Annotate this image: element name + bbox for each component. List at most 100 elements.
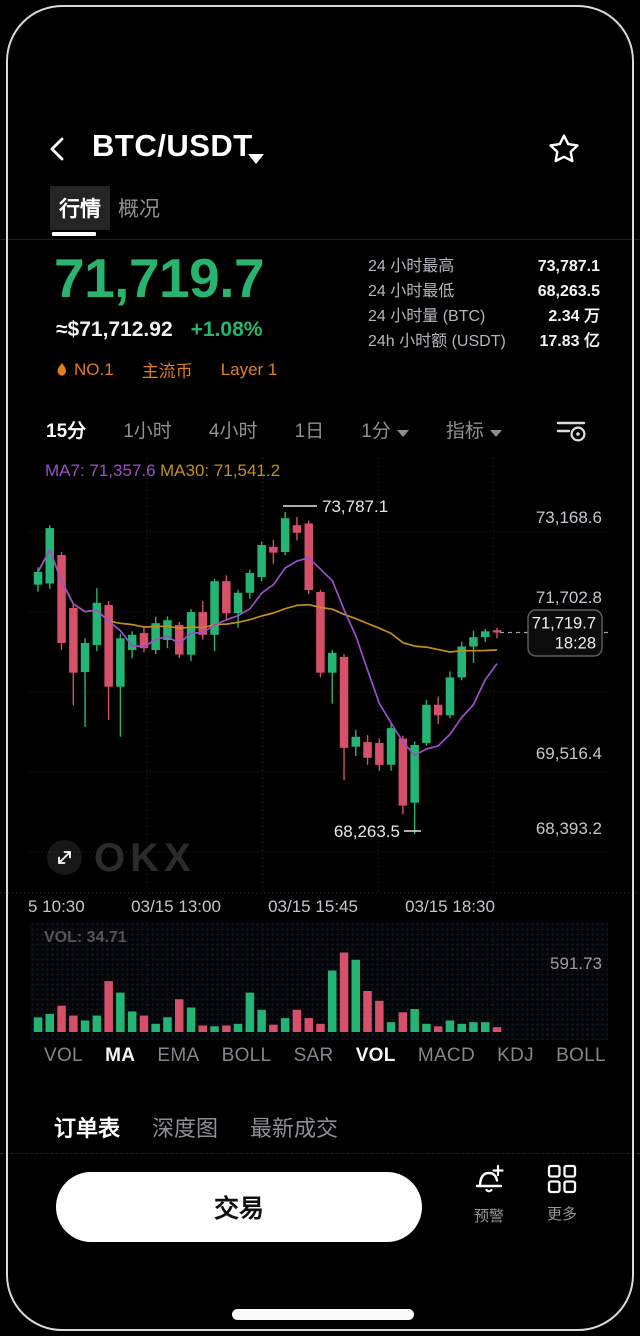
volume-bar bbox=[104, 981, 113, 1032]
chart-settings-icon bbox=[556, 421, 586, 442]
volume-bar bbox=[445, 1020, 455, 1032]
stat-row-turnover-usdt: 24h 小时额 (USDT) 17.83 亿 bbox=[368, 333, 600, 350]
flame-icon bbox=[57, 362, 66, 376]
stat-row-high: 24 小时最高 73,787.1 bbox=[368, 258, 600, 275]
more-button[interactable]: 更多 bbox=[536, 1164, 588, 1224]
trade-button[interactable]: 交易 bbox=[56, 1172, 422, 1242]
volume-bar bbox=[292, 1009, 302, 1032]
timeframe-more-dropdown[interactable]: 1分 bbox=[361, 416, 409, 443]
candle-body bbox=[492, 630, 502, 633]
candle-body bbox=[269, 546, 278, 553]
tag-layer1[interactable]: Layer 1 bbox=[220, 359, 278, 379]
volume-bar bbox=[422, 1023, 431, 1032]
candle-body bbox=[457, 646, 466, 678]
candle-body bbox=[386, 728, 396, 765]
candle-body bbox=[445, 677, 455, 716]
volume-bar bbox=[304, 1018, 313, 1032]
candle-body bbox=[422, 704, 431, 743]
indicator-dropdown[interactable]: 指标 bbox=[446, 416, 502, 443]
pair-dropdown-caret-icon[interactable] bbox=[248, 154, 264, 164]
last-price-tag[interactable] bbox=[527, 609, 603, 657]
pair-title[interactable]: BTC/USDT bbox=[92, 128, 253, 163]
indicator-vol2[interactable]: VOL bbox=[355, 1045, 396, 1066]
volume-bar bbox=[386, 1022, 396, 1032]
candle-body bbox=[469, 637, 478, 647]
candle-body bbox=[351, 736, 360, 747]
timeframe-1d[interactable]: 1日 bbox=[294, 421, 325, 442]
token-tags-row: NO.1 主流币 Layer 1 bbox=[56, 357, 277, 382]
volume-bar bbox=[410, 1009, 419, 1032]
ma7-line bbox=[37, 549, 498, 757]
volume-bar bbox=[328, 970, 337, 1032]
more-label: 更多 bbox=[546, 1206, 577, 1223]
candle-body bbox=[92, 602, 102, 646]
expand-chart-button[interactable] bbox=[47, 840, 82, 875]
stat-row-low: 24 小时最低 68,263.5 bbox=[368, 283, 600, 300]
ma7-legend: MA7: 71,357.6 bbox=[45, 461, 156, 480]
favorite-star-button[interactable] bbox=[547, 132, 581, 166]
volume-bar bbox=[257, 1009, 266, 1032]
chart-settings-button[interactable] bbox=[556, 418, 588, 444]
tab-overview[interactable]: 概况 bbox=[118, 198, 160, 221]
volume-bar bbox=[375, 1000, 384, 1032]
indicator-selector-row: VOL MA EMA BOLL SAR VOL MACD KDJ BOLL bbox=[44, 1045, 606, 1067]
indicator-vol[interactable]: VOL bbox=[44, 1045, 83, 1066]
tab-active-underline bbox=[52, 232, 96, 236]
indicator-sar[interactable]: SAR bbox=[293, 1045, 334, 1066]
indicator-boll[interactable]: BOLL bbox=[221, 1045, 272, 1066]
candle-body bbox=[33, 571, 43, 585]
candle-body bbox=[292, 525, 302, 533]
chevron-down-icon bbox=[489, 430, 502, 437]
candlestick-chart[interactable]: 73,787.1 68,263.5 71,719.7 18:28 73,168.6 71,… bbox=[0, 450, 640, 920]
indicator-boll2[interactable]: BOLL bbox=[556, 1045, 606, 1066]
volume-chart[interactable] bbox=[0, 925, 640, 1040]
volume-axis-max-label: 591.73 bbox=[550, 954, 602, 973]
okx-watermark: OKX bbox=[94, 836, 196, 880]
volume-bar bbox=[175, 999, 184, 1032]
volume-bar bbox=[127, 1011, 137, 1032]
volume-bar bbox=[233, 1023, 243, 1032]
volume-bar bbox=[92, 1015, 102, 1032]
volume-bar bbox=[45, 1014, 54, 1032]
volume-bar bbox=[351, 959, 360, 1032]
y-axis-label: 68,393.2 bbox=[536, 819, 602, 838]
timeframe-4h[interactable]: 4小时 bbox=[208, 421, 258, 442]
indicator-ma[interactable]: MA bbox=[105, 1045, 136, 1066]
timeframe-15m[interactable]: 15分 bbox=[46, 421, 87, 442]
home-indicator[interactable] bbox=[232, 1309, 414, 1320]
volume-bar bbox=[116, 992, 125, 1032]
volume-bar bbox=[469, 1022, 478, 1032]
tag-mainstream[interactable]: 主流币 bbox=[141, 362, 193, 381]
last-price-time: 18:28 bbox=[555, 635, 596, 653]
tab-order-book[interactable]: 订单表 bbox=[54, 1116, 121, 1141]
candle-body bbox=[433, 704, 443, 716]
indicator-kdj[interactable]: KDJ bbox=[497, 1045, 534, 1066]
timeframe-1h[interactable]: 1小时 bbox=[123, 421, 172, 442]
tab-quotes[interactable]: 行情 bbox=[50, 186, 110, 230]
candle-body bbox=[280, 518, 290, 552]
volume-bar bbox=[280, 1018, 290, 1032]
volume-bar bbox=[33, 1017, 43, 1032]
indicator-macd[interactable]: MACD bbox=[417, 1045, 475, 1066]
candle-body bbox=[163, 620, 172, 640]
alert-button[interactable]: 预警 bbox=[462, 1164, 516, 1226]
candle-body bbox=[198, 612, 207, 635]
ma30-legend: MA30: 71,541.2 bbox=[160, 461, 281, 480]
y-axis-label: 73,168.6 bbox=[536, 508, 602, 527]
back-button[interactable] bbox=[44, 134, 74, 164]
tab-latest-trades[interactable]: 最新成交 bbox=[250, 1116, 339, 1141]
chevron-left-icon bbox=[50, 137, 64, 161]
y-axis-label: 71,702.8 bbox=[536, 588, 602, 607]
candle-body bbox=[151, 623, 160, 650]
candle-body bbox=[222, 581, 231, 614]
volume-bar bbox=[398, 1012, 408, 1032]
volume-bar bbox=[269, 1024, 278, 1032]
tab-depth-chart[interactable]: 深度图 bbox=[152, 1116, 219, 1141]
candle-body bbox=[245, 573, 255, 593]
volume-bar bbox=[222, 1025, 231, 1032]
indicator-ema[interactable]: EMA bbox=[157, 1045, 200, 1066]
candle-body bbox=[410, 745, 419, 803]
x-axis-label: 03/15 18:30 bbox=[405, 897, 495, 916]
volume-bar bbox=[57, 1005, 66, 1032]
tag-rank[interactable]: NO.1 bbox=[56, 360, 114, 380]
